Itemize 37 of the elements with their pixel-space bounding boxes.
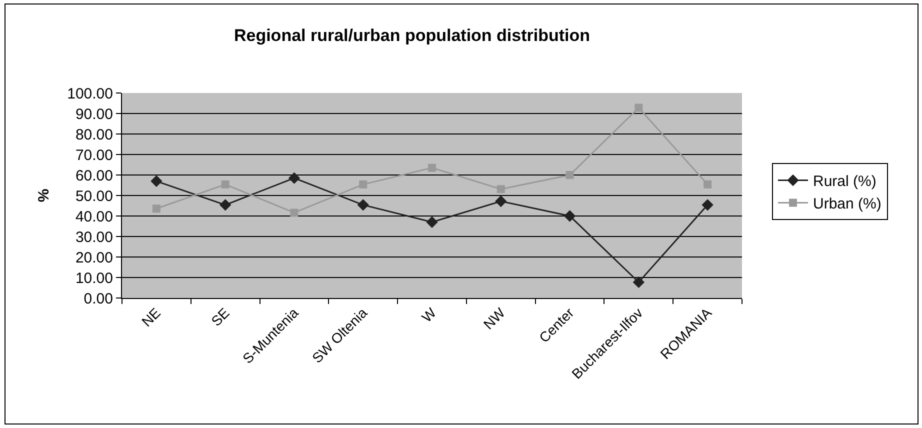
y-tick-label: 60.00 <box>75 167 113 184</box>
y-tick-label: 100.00 <box>67 85 113 102</box>
legend-label: Urban (%) <box>813 196 882 213</box>
y-tick-label: 40.00 <box>75 208 113 226</box>
x-tick-label: SE <box>208 304 232 330</box>
point <box>566 171 574 179</box>
point <box>495 195 507 208</box>
point <box>290 208 298 217</box>
x-tick-label: W <box>418 304 440 326</box>
point <box>702 199 714 211</box>
point <box>150 175 162 187</box>
y-tick-label: 10.00 <box>75 270 113 287</box>
point <box>221 180 230 188</box>
y-tick-label: 80.00 <box>75 126 113 144</box>
point <box>428 164 436 172</box>
y-tick-label: 30.00 <box>75 228 113 246</box>
point <box>632 276 645 288</box>
point <box>152 204 160 213</box>
legend-label: Rural (%) <box>813 173 876 190</box>
point <box>359 180 368 188</box>
y-tick-label: 50.00 <box>75 188 113 205</box>
y-tick-label: 70.00 <box>75 146 113 164</box>
y-axis-title: % <box>35 188 52 202</box>
point <box>357 199 369 211</box>
point <box>219 199 232 211</box>
chart-title: Regional rural/urban population distribution <box>234 26 590 45</box>
point <box>496 185 505 194</box>
point <box>288 172 300 184</box>
point <box>564 210 576 222</box>
y-tick-label: 90.00 <box>75 106 113 123</box>
x-tick-label: NE <box>138 304 164 330</box>
y-tick-label: 0.00 <box>84 290 113 308</box>
y-tick-label: 20.00 <box>75 249 113 266</box>
x-tick-label: NW <box>480 304 509 332</box>
point <box>426 216 438 228</box>
point <box>634 104 643 112</box>
point <box>704 180 712 188</box>
